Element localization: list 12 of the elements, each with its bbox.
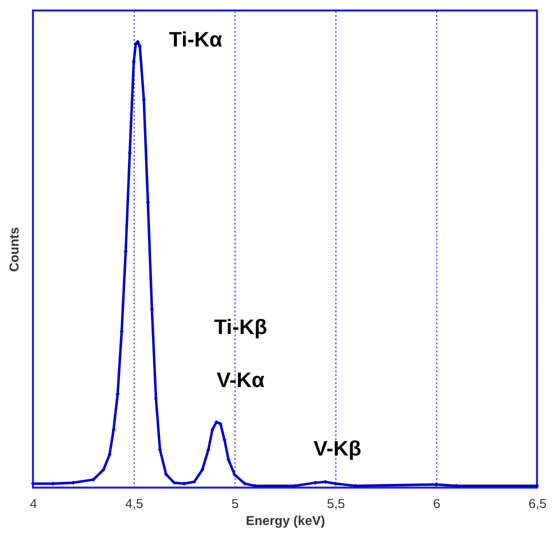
x-axis-title: Energy (keV) bbox=[246, 513, 326, 528]
y-axis-title: Counts bbox=[6, 227, 22, 272]
x-tick-label: 4,5 bbox=[125, 496, 144, 512]
x-tick-label: 6 bbox=[433, 496, 440, 512]
annotation: Ti-Kα bbox=[169, 28, 222, 52]
x-tick-label: 5 bbox=[231, 496, 239, 512]
x-tick-label: 5,5 bbox=[326, 496, 345, 512]
annotation: Ti-Kβ bbox=[214, 316, 268, 339]
x-tick-label: 6,5 bbox=[528, 496, 547, 512]
x-tick-label: 4 bbox=[30, 496, 38, 512]
annotation: V-Kβ bbox=[314, 438, 362, 461]
annotation: V-Kα bbox=[216, 368, 265, 392]
